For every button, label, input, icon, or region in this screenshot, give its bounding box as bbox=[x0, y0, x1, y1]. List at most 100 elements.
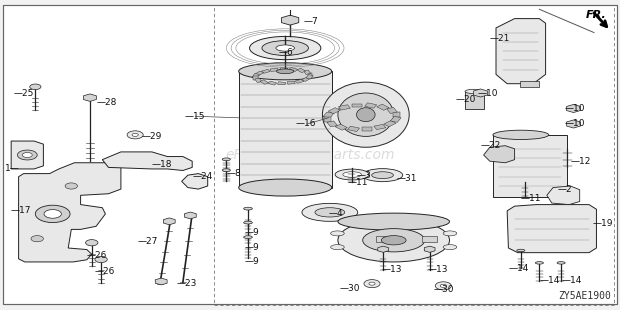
Circle shape bbox=[132, 133, 138, 136]
Bar bbox=[262, 69, 270, 73]
Text: —10: —10 bbox=[564, 119, 585, 129]
Ellipse shape bbox=[262, 41, 309, 55]
Circle shape bbox=[364, 280, 380, 288]
Bar bbox=[520, 81, 539, 87]
Circle shape bbox=[31, 236, 43, 242]
Polygon shape bbox=[507, 205, 596, 253]
Ellipse shape bbox=[343, 172, 361, 177]
Ellipse shape bbox=[338, 93, 394, 136]
Text: —31: —31 bbox=[397, 174, 417, 183]
Text: —19: —19 bbox=[592, 219, 613, 228]
Text: —30: —30 bbox=[340, 284, 360, 293]
Bar bbox=[324, 117, 331, 122]
Ellipse shape bbox=[322, 82, 409, 147]
Text: —8: —8 bbox=[226, 169, 241, 178]
Bar bbox=[280, 68, 288, 71]
Bar bbox=[252, 73, 259, 78]
Text: —23: —23 bbox=[177, 279, 197, 288]
Text: —13: —13 bbox=[428, 265, 448, 274]
Text: eReplacementParts.com: eReplacementParts.com bbox=[225, 148, 395, 162]
Bar bbox=[302, 77, 310, 82]
Bar bbox=[339, 105, 350, 110]
Circle shape bbox=[95, 256, 107, 263]
Text: —25: —25 bbox=[14, 88, 34, 98]
Ellipse shape bbox=[277, 69, 294, 73]
Polygon shape bbox=[102, 152, 192, 171]
Polygon shape bbox=[11, 141, 43, 169]
Ellipse shape bbox=[222, 169, 231, 172]
Ellipse shape bbox=[493, 130, 549, 140]
Text: FR.: FR. bbox=[586, 10, 607, 20]
Text: —12: —12 bbox=[570, 157, 591, 166]
Bar bbox=[493, 135, 567, 197]
Bar bbox=[214, 5, 614, 305]
Circle shape bbox=[369, 282, 375, 285]
Ellipse shape bbox=[363, 229, 425, 252]
Bar bbox=[255, 71, 264, 76]
Ellipse shape bbox=[381, 236, 406, 245]
Text: —3: —3 bbox=[356, 170, 371, 180]
Bar bbox=[327, 121, 337, 127]
Ellipse shape bbox=[443, 245, 457, 250]
Text: —18: —18 bbox=[152, 160, 172, 169]
Ellipse shape bbox=[244, 221, 252, 224]
Bar bbox=[362, 127, 372, 131]
Text: —27: —27 bbox=[138, 237, 158, 246]
Bar bbox=[289, 67, 298, 71]
Bar bbox=[270, 68, 278, 71]
Text: —20: —20 bbox=[456, 95, 476, 104]
Text: —29: —29 bbox=[141, 132, 162, 141]
Ellipse shape bbox=[356, 108, 375, 122]
Text: —14: —14 bbox=[561, 276, 582, 285]
Bar bbox=[365, 103, 377, 108]
Bar bbox=[253, 76, 258, 80]
Ellipse shape bbox=[372, 172, 394, 179]
Ellipse shape bbox=[330, 245, 344, 250]
Ellipse shape bbox=[315, 208, 345, 217]
Ellipse shape bbox=[465, 89, 484, 94]
Text: —16: —16 bbox=[295, 119, 316, 129]
Bar bbox=[306, 75, 313, 79]
Text: —11: —11 bbox=[347, 178, 368, 188]
Ellipse shape bbox=[239, 179, 332, 196]
Polygon shape bbox=[182, 174, 208, 189]
Bar bbox=[352, 104, 362, 108]
Polygon shape bbox=[484, 146, 515, 163]
Text: —24: —24 bbox=[192, 172, 213, 181]
Text: —22: —22 bbox=[480, 141, 501, 150]
Bar bbox=[387, 108, 397, 113]
Ellipse shape bbox=[244, 207, 252, 210]
Circle shape bbox=[127, 131, 143, 139]
Text: —9: —9 bbox=[245, 243, 260, 253]
Polygon shape bbox=[547, 186, 580, 205]
Ellipse shape bbox=[249, 37, 321, 60]
Bar bbox=[255, 78, 262, 82]
Text: —13: —13 bbox=[381, 265, 402, 274]
Text: —9: —9 bbox=[245, 257, 260, 267]
Bar bbox=[295, 79, 304, 83]
Text: —17: —17 bbox=[11, 206, 31, 215]
Bar bbox=[384, 121, 396, 127]
Ellipse shape bbox=[276, 45, 294, 51]
Ellipse shape bbox=[517, 249, 525, 252]
Circle shape bbox=[44, 210, 61, 218]
Circle shape bbox=[435, 282, 451, 290]
Ellipse shape bbox=[338, 213, 450, 230]
Ellipse shape bbox=[244, 236, 252, 239]
Bar bbox=[377, 104, 389, 110]
Bar bbox=[287, 81, 295, 84]
Text: —15: —15 bbox=[185, 112, 205, 121]
Text: —10: —10 bbox=[564, 104, 585, 113]
Circle shape bbox=[22, 153, 32, 157]
Text: —30: —30 bbox=[434, 285, 454, 294]
Bar bbox=[391, 116, 401, 122]
Ellipse shape bbox=[239, 63, 332, 80]
Ellipse shape bbox=[557, 262, 565, 264]
Circle shape bbox=[30, 84, 41, 90]
Bar bbox=[347, 126, 360, 131]
Bar bbox=[374, 124, 386, 130]
Bar bbox=[278, 82, 286, 85]
Text: —14: —14 bbox=[508, 264, 529, 273]
Bar bbox=[260, 80, 268, 84]
Text: —7: —7 bbox=[304, 17, 319, 26]
